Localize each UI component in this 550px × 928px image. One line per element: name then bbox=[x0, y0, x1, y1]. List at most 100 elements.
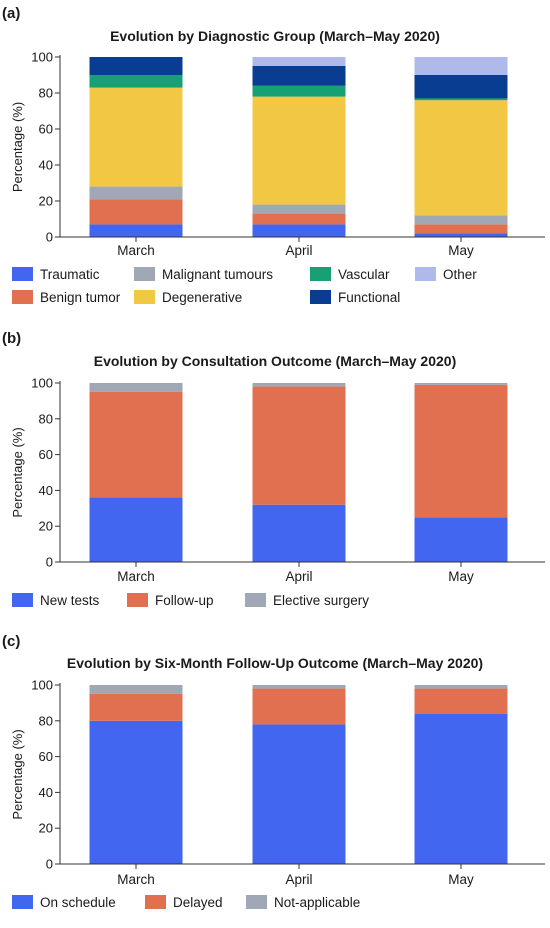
chart-1-legend-swatch-traumatic bbox=[12, 267, 33, 281]
chart-3-y-tick-label: 60 bbox=[39, 749, 53, 764]
chart-2-panel-letter: (b) bbox=[2, 330, 21, 347]
chart-1-bar-may-degenerative bbox=[414, 100, 508, 216]
chart-2-y-tick-label: 60 bbox=[39, 447, 53, 462]
chart-2-bar-may-elective-surgery bbox=[414, 383, 508, 385]
chart-1-legend-label-degenerative: Degenerative bbox=[162, 290, 242, 305]
chart-3-bar-may-not-applicable bbox=[414, 685, 508, 689]
chart-1-legend-label-benign-tumor: Benign tumor bbox=[40, 290, 121, 305]
chart-3-y-tick-label: 20 bbox=[39, 821, 53, 836]
chart-1-x-tick-label: April bbox=[285, 243, 312, 258]
chart-1-bar-may-vascular bbox=[414, 98, 508, 101]
chart-2-y-tick-label: 0 bbox=[46, 555, 53, 570]
chart-1-bar-april-functional bbox=[252, 66, 346, 86]
chart-1-bar-march-malignant-tumours bbox=[89, 186, 183, 200]
chart-1-legend-swatch-functional bbox=[310, 290, 331, 304]
chart-1-y-axis-label: Percentage (%) bbox=[10, 102, 25, 192]
chart-3-x-tick-label: April bbox=[285, 872, 312, 887]
chart-2-y-tick-label: 80 bbox=[39, 411, 53, 426]
chart-3-legend-label-on-schedule: On schedule bbox=[40, 895, 116, 910]
chart-1-bar-march-functional bbox=[89, 57, 183, 75]
chart-3-x-tick-label: May bbox=[448, 872, 474, 887]
chart-1-bar-may-benign-tumor bbox=[414, 224, 508, 234]
chart-2-bar-may-new-tests bbox=[414, 517, 508, 562]
chart-2-x-tick-label: May bbox=[448, 569, 474, 584]
chart-3-bar-march-on-schedule bbox=[89, 720, 183, 864]
chart-3-bar-may-delayed bbox=[414, 688, 508, 714]
chart-3-x-tick-label: March bbox=[117, 872, 155, 887]
chart-1-title: Evolution by Diagnostic Group (March–May… bbox=[110, 28, 440, 44]
chart-1-y-tick-label: 60 bbox=[39, 122, 53, 137]
chart-2-legend-label-elective-surgery: Elective surgery bbox=[273, 593, 369, 608]
chart-2-y-tick-label: 20 bbox=[39, 519, 53, 534]
chart-1-bar-may-functional bbox=[414, 75, 508, 99]
chart-1-y-tick-label: 20 bbox=[39, 194, 53, 209]
chart-1-bar-april-traumatic bbox=[252, 224, 346, 237]
chart-2-y-axis-label: Percentage (%) bbox=[10, 427, 25, 517]
chart-3-legend-swatch-on-schedule bbox=[12, 895, 33, 909]
chart-1-x-tick-label: March bbox=[117, 243, 155, 258]
chart-2-bar-april-elective-surgery bbox=[252, 383, 346, 387]
chart-1-y-tick-label: 0 bbox=[46, 230, 53, 245]
chart-3-y-tick-label: 80 bbox=[39, 713, 53, 728]
chart-3-panel-letter: (c) bbox=[2, 633, 20, 650]
chart-1-legend-swatch-benign-tumor bbox=[12, 290, 33, 304]
chart-1-bar-april-vascular bbox=[252, 85, 346, 97]
chart-1-legend-label-functional: Functional bbox=[338, 290, 400, 305]
chart-1-bar-may-other bbox=[414, 57, 508, 75]
chart-2-x-tick-label: April bbox=[285, 569, 312, 584]
chart-2-bar-may-follow-up bbox=[414, 384, 508, 518]
chart-1-bar-may-malignant-tumours bbox=[414, 215, 508, 225]
chart-2-y-tick-label: 100 bbox=[31, 376, 53, 391]
chart-1-bar-april-degenerative bbox=[252, 96, 346, 205]
chart-2-bar-march-elective-surgery bbox=[89, 383, 183, 392]
chart-1-legend-label-traumatic: Traumatic bbox=[40, 267, 100, 282]
chart-1-bar-april-benign-tumor bbox=[252, 213, 346, 225]
chart-2-legend-label-follow-up: Follow-up bbox=[155, 593, 214, 608]
chart-3-y-axis-label: Percentage (%) bbox=[10, 729, 25, 819]
chart-3-y-tick-label: 0 bbox=[46, 857, 53, 872]
chart-2-bar-march-follow-up bbox=[89, 391, 183, 498]
chart-3-y-tick-label: 100 bbox=[31, 678, 53, 693]
chart-1-legend-swatch-other bbox=[415, 267, 436, 281]
chart-1-legend-label-vascular: Vascular bbox=[338, 267, 390, 282]
chart-2-title: Evolution by Consultation Outcome (March… bbox=[94, 353, 457, 369]
chart-2-legend-swatch-new-tests bbox=[12, 593, 33, 607]
chart-3-bar-april-on-schedule bbox=[252, 724, 346, 864]
chart-1-legend-label-other: Other bbox=[443, 267, 477, 282]
chart-1-y-tick-label: 40 bbox=[39, 158, 53, 173]
chart-1-bar-march-traumatic bbox=[89, 224, 183, 237]
chart-3-legend-swatch-delayed bbox=[145, 895, 166, 909]
chart-1-panel-letter: (a) bbox=[2, 5, 20, 22]
chart-1-bar-may-traumatic bbox=[414, 233, 508, 237]
chart-3-bar-april-not-applicable bbox=[252, 685, 346, 689]
chart-2-bar-april-new-tests bbox=[252, 504, 346, 562]
chart-3-bar-may-on-schedule bbox=[414, 713, 508, 864]
chart-1-bar-march-vascular bbox=[89, 75, 183, 88]
chart-1-bar-march-degenerative bbox=[89, 87, 183, 187]
chart-2-legend-label-new-tests: New tests bbox=[40, 593, 100, 608]
chart-3-bar-march-delayed bbox=[89, 693, 183, 721]
chart-3-title: Evolution by Six-Month Follow-Up Outcome… bbox=[67, 655, 483, 671]
chart-3-bar-april-delayed bbox=[252, 688, 346, 725]
chart-1-legend-swatch-malignant-tumours bbox=[134, 267, 155, 281]
chart-1-legend-label-malignant-tumours: Malignant tumours bbox=[162, 267, 273, 282]
chart-1-bar-april-malignant-tumours bbox=[252, 204, 346, 214]
chart-2-legend-swatch-follow-up bbox=[127, 593, 148, 607]
chart-2-x-tick-label: March bbox=[117, 569, 155, 584]
chart-3-legend-label-delayed: Delayed bbox=[173, 895, 223, 910]
chart-2-y-tick-label: 40 bbox=[39, 483, 53, 498]
chart-1-legend-swatch-degenerative bbox=[134, 290, 155, 304]
chart-1-y-tick-label: 100 bbox=[31, 50, 53, 65]
chart-3-legend-label-not-applicable: Not-applicable bbox=[274, 895, 360, 910]
chart-2-bar-april-follow-up bbox=[252, 386, 346, 505]
chart-1-legend-swatch-vascular bbox=[310, 267, 331, 281]
chart-3-bar-march-not-applicable bbox=[89, 685, 183, 694]
chart-3-legend-swatch-not-applicable bbox=[246, 895, 267, 909]
chart-1-x-tick-label: May bbox=[448, 243, 474, 258]
chart-1-y-tick-label: 80 bbox=[39, 86, 53, 101]
chart-2-legend-swatch-elective-surgery bbox=[245, 593, 266, 607]
chart-1-bar-march-benign-tumor bbox=[89, 199, 183, 225]
chart-3-y-tick-label: 40 bbox=[39, 785, 53, 800]
